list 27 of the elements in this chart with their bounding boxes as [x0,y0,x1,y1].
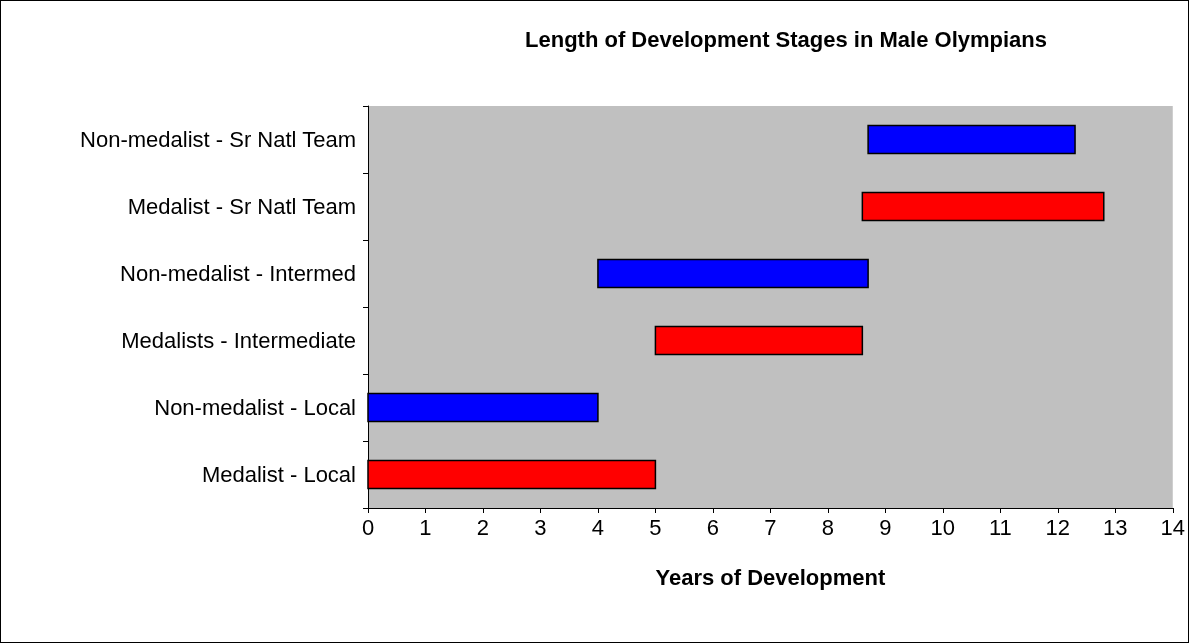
x-tick-label: 7 [764,514,777,540]
y-tick-label: Non-medalist - Local [154,395,356,420]
y-tick-label: Medalist - Sr Natl Team [127,194,356,219]
x-tick-label: 4 [591,514,605,540]
bar [861,191,1105,222]
bar [654,325,864,356]
x-tick-label: 11 [988,514,1012,540]
x-tick-label: 14 [1160,514,1186,540]
x-tick-label: 12 [1045,514,1071,540]
x-tick-label: 1 [419,514,432,540]
y-tick-label: Medalists - Intermediate [121,328,356,353]
chart-title: Length of Development Stages in Male Olympians [525,26,1047,52]
x-axis-title: Years of Development [655,564,886,590]
x-tick-label: 5 [649,514,662,540]
bar [597,258,869,289]
y-tick-label: Non-medalist - Intermed [120,261,356,286]
x-tick-label: 3 [534,514,547,540]
y-tick-label: Non-medalist - Sr Natl Team [80,127,356,152]
bar [867,124,1076,155]
y-tick-label: Medalist - Local [201,462,356,487]
x-tick-label: 9 [879,514,892,540]
x-tick-label: 10 [930,514,956,540]
x-tick-label: 13 [1103,514,1128,540]
x-tick-label: 0 [361,514,375,540]
x-tick-label: 2 [476,514,490,540]
x-tick-label: 6 [706,514,720,540]
x-tick-label: 8 [821,514,834,540]
